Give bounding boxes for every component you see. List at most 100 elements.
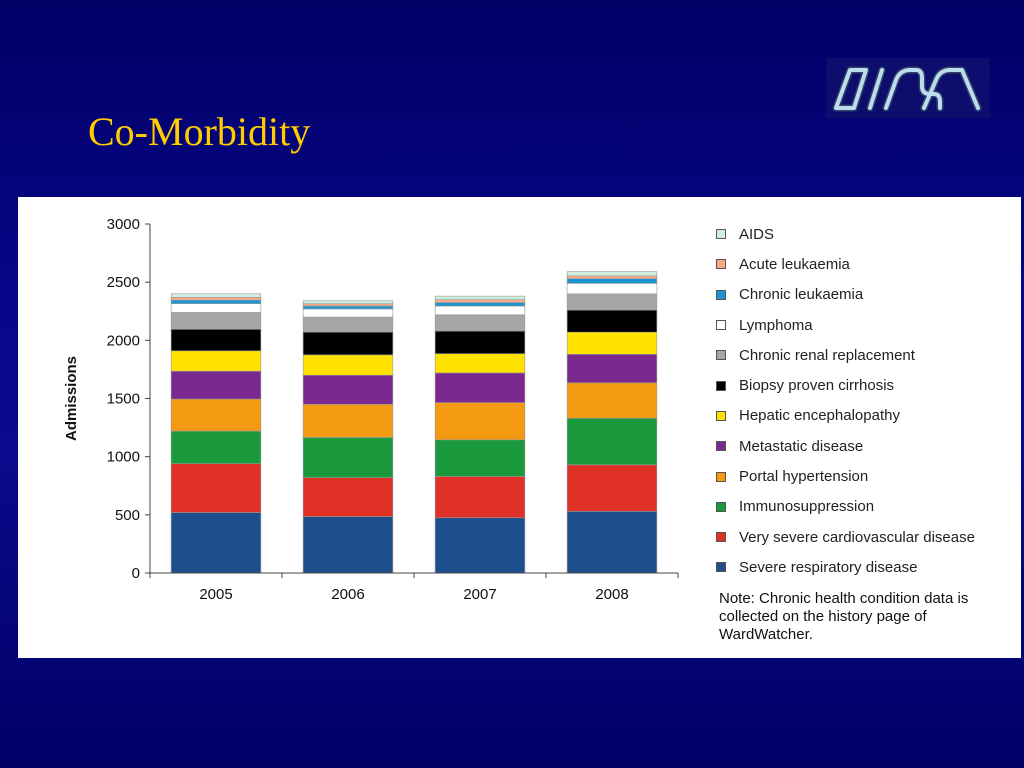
bar-segment	[566, 511, 658, 574]
y-tick-label: 3000	[107, 216, 140, 233]
bar-segment	[434, 302, 526, 307]
x-tick-label: 2006	[331, 586, 364, 603]
bar-segment	[434, 517, 526, 574]
legend-swatch	[716, 289, 726, 300]
x-tick-label: 2008	[595, 586, 628, 603]
legend-item: Acute leukaemia	[716, 249, 1016, 279]
bar-segment	[434, 295, 526, 300]
legend-swatch	[716, 320, 726, 331]
legend-label: Lymphoma	[739, 316, 813, 334]
bars-group	[170, 271, 658, 574]
y-tick-label: 0	[132, 565, 140, 582]
bar-segment	[170, 398, 262, 432]
legend-item: Chronic leukaemia	[716, 280, 1016, 310]
y-tick-label: 2000	[107, 332, 140, 349]
bar-segment	[170, 463, 262, 513]
legend-item: Metastatic disease	[716, 431, 1016, 461]
chart-note: Note: Chronic health condition data is c…	[719, 590, 969, 643]
bar-segment	[434, 439, 526, 477]
legend-label: Hepatic encephalopathy	[739, 407, 900, 425]
legend-label: Acute leukaemia	[739, 255, 850, 273]
bar-segment	[170, 430, 262, 464]
legend-swatch	[716, 410, 726, 421]
bar-segment	[566, 417, 658, 466]
bar-segment	[434, 372, 526, 403]
bar-segment	[170, 303, 262, 313]
legend-swatch	[716, 501, 726, 512]
legend-label: Metastatic disease	[739, 437, 864, 455]
legend-label: Immunosuppression	[739, 498, 875, 516]
legend-label: AIDS	[739, 225, 775, 243]
bar-segment	[170, 512, 262, 574]
bar-segment	[302, 305, 394, 310]
legend-label: Very severe cardiovascular disease	[739, 528, 975, 546]
bar-segment	[302, 303, 394, 307]
bar-segment	[566, 331, 658, 355]
y-ticks-group: 0 500 1000 1500 2000 2500 3000	[107, 216, 150, 582]
chart-panel: 0 500 1000 1500 2000 2500 3000 2005 2006 2007 200…	[18, 197, 1021, 658]
legend-swatch	[716, 532, 726, 543]
bar-segment	[434, 305, 526, 316]
y-tick-label: 2500	[107, 274, 140, 291]
legend-swatch	[716, 441, 726, 452]
legend-swatch	[716, 229, 726, 240]
legend-item: Chronic renal replacement	[716, 340, 1016, 370]
y-tick-label: 1500	[107, 391, 140, 408]
bar-segment	[302, 404, 394, 438]
chart-legend: AIDS Acute leukaemia Chronic leukaemia Lymp…	[716, 219, 1016, 583]
bar-segment	[302, 374, 394, 405]
bar-segment	[302, 316, 394, 333]
bar-segment	[434, 353, 526, 374]
legend-swatch	[716, 350, 726, 361]
bar-segment	[434, 330, 526, 355]
legend-label: Chronic leukaemia	[739, 286, 864, 304]
y-tick-label: 500	[115, 507, 140, 524]
bar-segment	[434, 314, 526, 332]
bar-segment	[170, 293, 262, 298]
legend-item: Immunosuppression	[716, 492, 1016, 522]
bar-segment	[302, 331, 394, 356]
bar-segment	[434, 299, 526, 303]
bar-segment	[170, 312, 262, 330]
slide-title: Co-Morbidity	[88, 109, 311, 154]
legend-swatch	[716, 471, 726, 482]
legend-swatch	[716, 259, 726, 270]
legend-item: Biopsy proven cirrhosis	[716, 370, 1016, 400]
bar-segment	[170, 350, 262, 372]
y-tick-label: 1000	[107, 449, 140, 466]
legend-item: Hepatic encephalopathy	[716, 401, 1016, 431]
bar-segment	[302, 477, 394, 517]
bar-segment	[170, 370, 262, 400]
legend-swatch	[716, 562, 726, 573]
bar-segment	[170, 299, 262, 304]
bar-segment	[302, 516, 394, 574]
legend-item: Very severe cardiovascular disease	[716, 522, 1016, 552]
bar-segment	[566, 353, 658, 384]
bar-segment	[302, 308, 394, 318]
bar-segment	[566, 382, 658, 419]
legend-label: Chronic renal replacement	[739, 346, 915, 364]
y-axis-label: Admissions	[63, 356, 80, 441]
legend-item: Portal hypertension	[716, 461, 1016, 491]
bar-segment	[566, 278, 658, 284]
legend-item: Severe respiratory disease	[716, 552, 1016, 582]
legend-label: Biopsy proven cirrhosis	[739, 377, 895, 395]
bar-segment	[170, 328, 262, 352]
bar-segment	[566, 271, 658, 277]
bar-segment	[170, 296, 262, 301]
bar-segment	[302, 300, 394, 304]
logo-mark	[832, 66, 982, 112]
x-ticks-group: 2005 2006 2007 2008	[149, 573, 679, 603]
bar-segment	[566, 283, 658, 295]
legend-label: Portal hypertension	[739, 468, 869, 486]
bar-segment	[566, 464, 658, 512]
bar-segment	[566, 309, 658, 333]
logo	[826, 58, 990, 118]
legend-swatch	[716, 380, 726, 391]
bar-segment	[434, 476, 526, 519]
legend-item: Lymphoma	[716, 310, 1016, 340]
bar-segment	[302, 437, 394, 478]
x-tick-label: 2007	[463, 586, 496, 603]
legend-item: AIDS	[716, 219, 1016, 249]
